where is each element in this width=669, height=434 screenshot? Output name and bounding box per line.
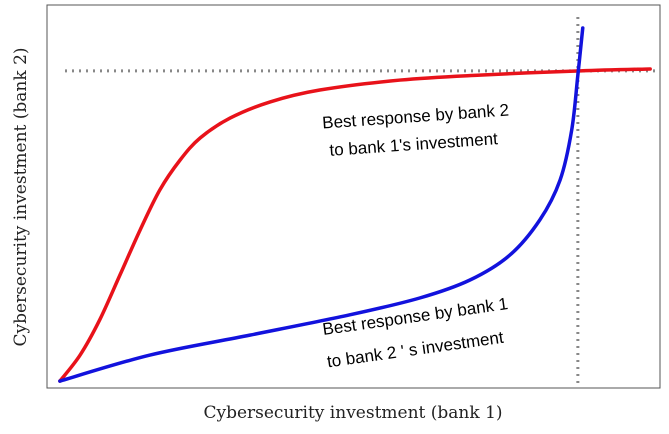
x-axis-label: Cybersecurity investment (bank 1): [203, 403, 502, 423]
plot-frame: [46, 4, 661, 389]
curve: [58, 67, 652, 383]
curve: [58, 26, 585, 383]
annotation: Best response by bank 2: [322, 101, 510, 133]
annotation: to bank 1's investment: [329, 129, 499, 160]
y-axis-label: Cybersecurity investment (bank 2): [11, 47, 31, 346]
